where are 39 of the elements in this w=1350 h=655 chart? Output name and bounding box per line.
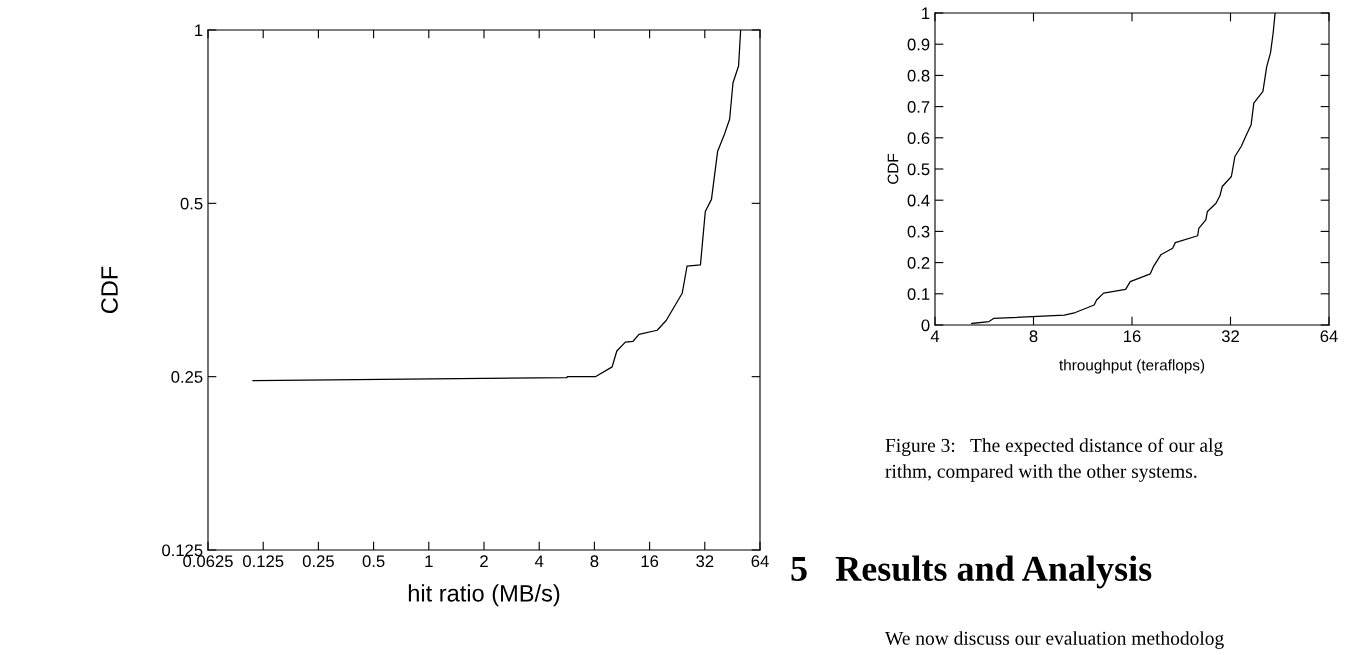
x-axis-title: hit ratio (MB/s)	[408, 584, 560, 607]
y-tick-label: 0.8	[907, 69, 930, 82]
x-axis-title: throughput (teraflops)	[1059, 359, 1205, 374]
x-tick-label: 4	[930, 330, 940, 342]
y-tick-label: 0.3	[907, 225, 930, 238]
text: We now discuss our evaluation methodolog	[885, 631, 1224, 649]
x-tick-label: 64	[1320, 330, 1338, 343]
x-tick-label: 32	[696, 555, 714, 568]
y-tick-label: 1	[195, 24, 203, 37]
y-tick-label: 0.25	[171, 371, 203, 383]
x-tick-label: 32	[1221, 330, 1239, 343]
y-tick-label: 0.9	[907, 38, 930, 51]
y-tick-label: 0.125	[162, 544, 203, 557]
y-tick-label: 0.5	[907, 163, 930, 176]
caption: Figure 3: The expected distance of our alg	[885, 438, 1223, 456]
x-tick-label: 0.0625	[183, 555, 233, 568]
text: rithm, compared with the other systems.	[885, 464, 1197, 482]
x-tick-label: 1	[425, 555, 433, 567]
x-tick-label: 0.125	[243, 555, 284, 568]
y-tick-label: 0.2	[907, 257, 930, 269]
text: 5 Results and Analysis	[791, 555, 1152, 589]
y-tick-label: 0.7	[907, 101, 930, 113]
x-tick-label: 64	[751, 555, 769, 568]
y-tick-label: 1	[922, 7, 930, 20]
y-axis-title: CDF	[101, 266, 118, 314]
x-tick-label: 2	[480, 555, 488, 567]
y-axis-title: CDF	[887, 153, 899, 184]
x-tick-label: 16	[641, 555, 659, 568]
x-tick-label: 0.25	[302, 555, 334, 568]
y-tick-label: 0.5	[180, 197, 203, 210]
x-tick-label: 4	[534, 555, 544, 567]
x-tick-label: 0.5	[362, 555, 385, 568]
y-tick-label: 0.4	[907, 194, 930, 207]
x-tick-label: 8	[590, 555, 599, 568]
y-tick-label: 0	[921, 319, 930, 332]
y-tick-label: 0.1	[907, 288, 930, 300]
y-tick-label: 0.6	[907, 132, 930, 144]
x-tick-label: 16	[1124, 330, 1141, 343]
x-tick-label: 8	[1029, 330, 1038, 343]
